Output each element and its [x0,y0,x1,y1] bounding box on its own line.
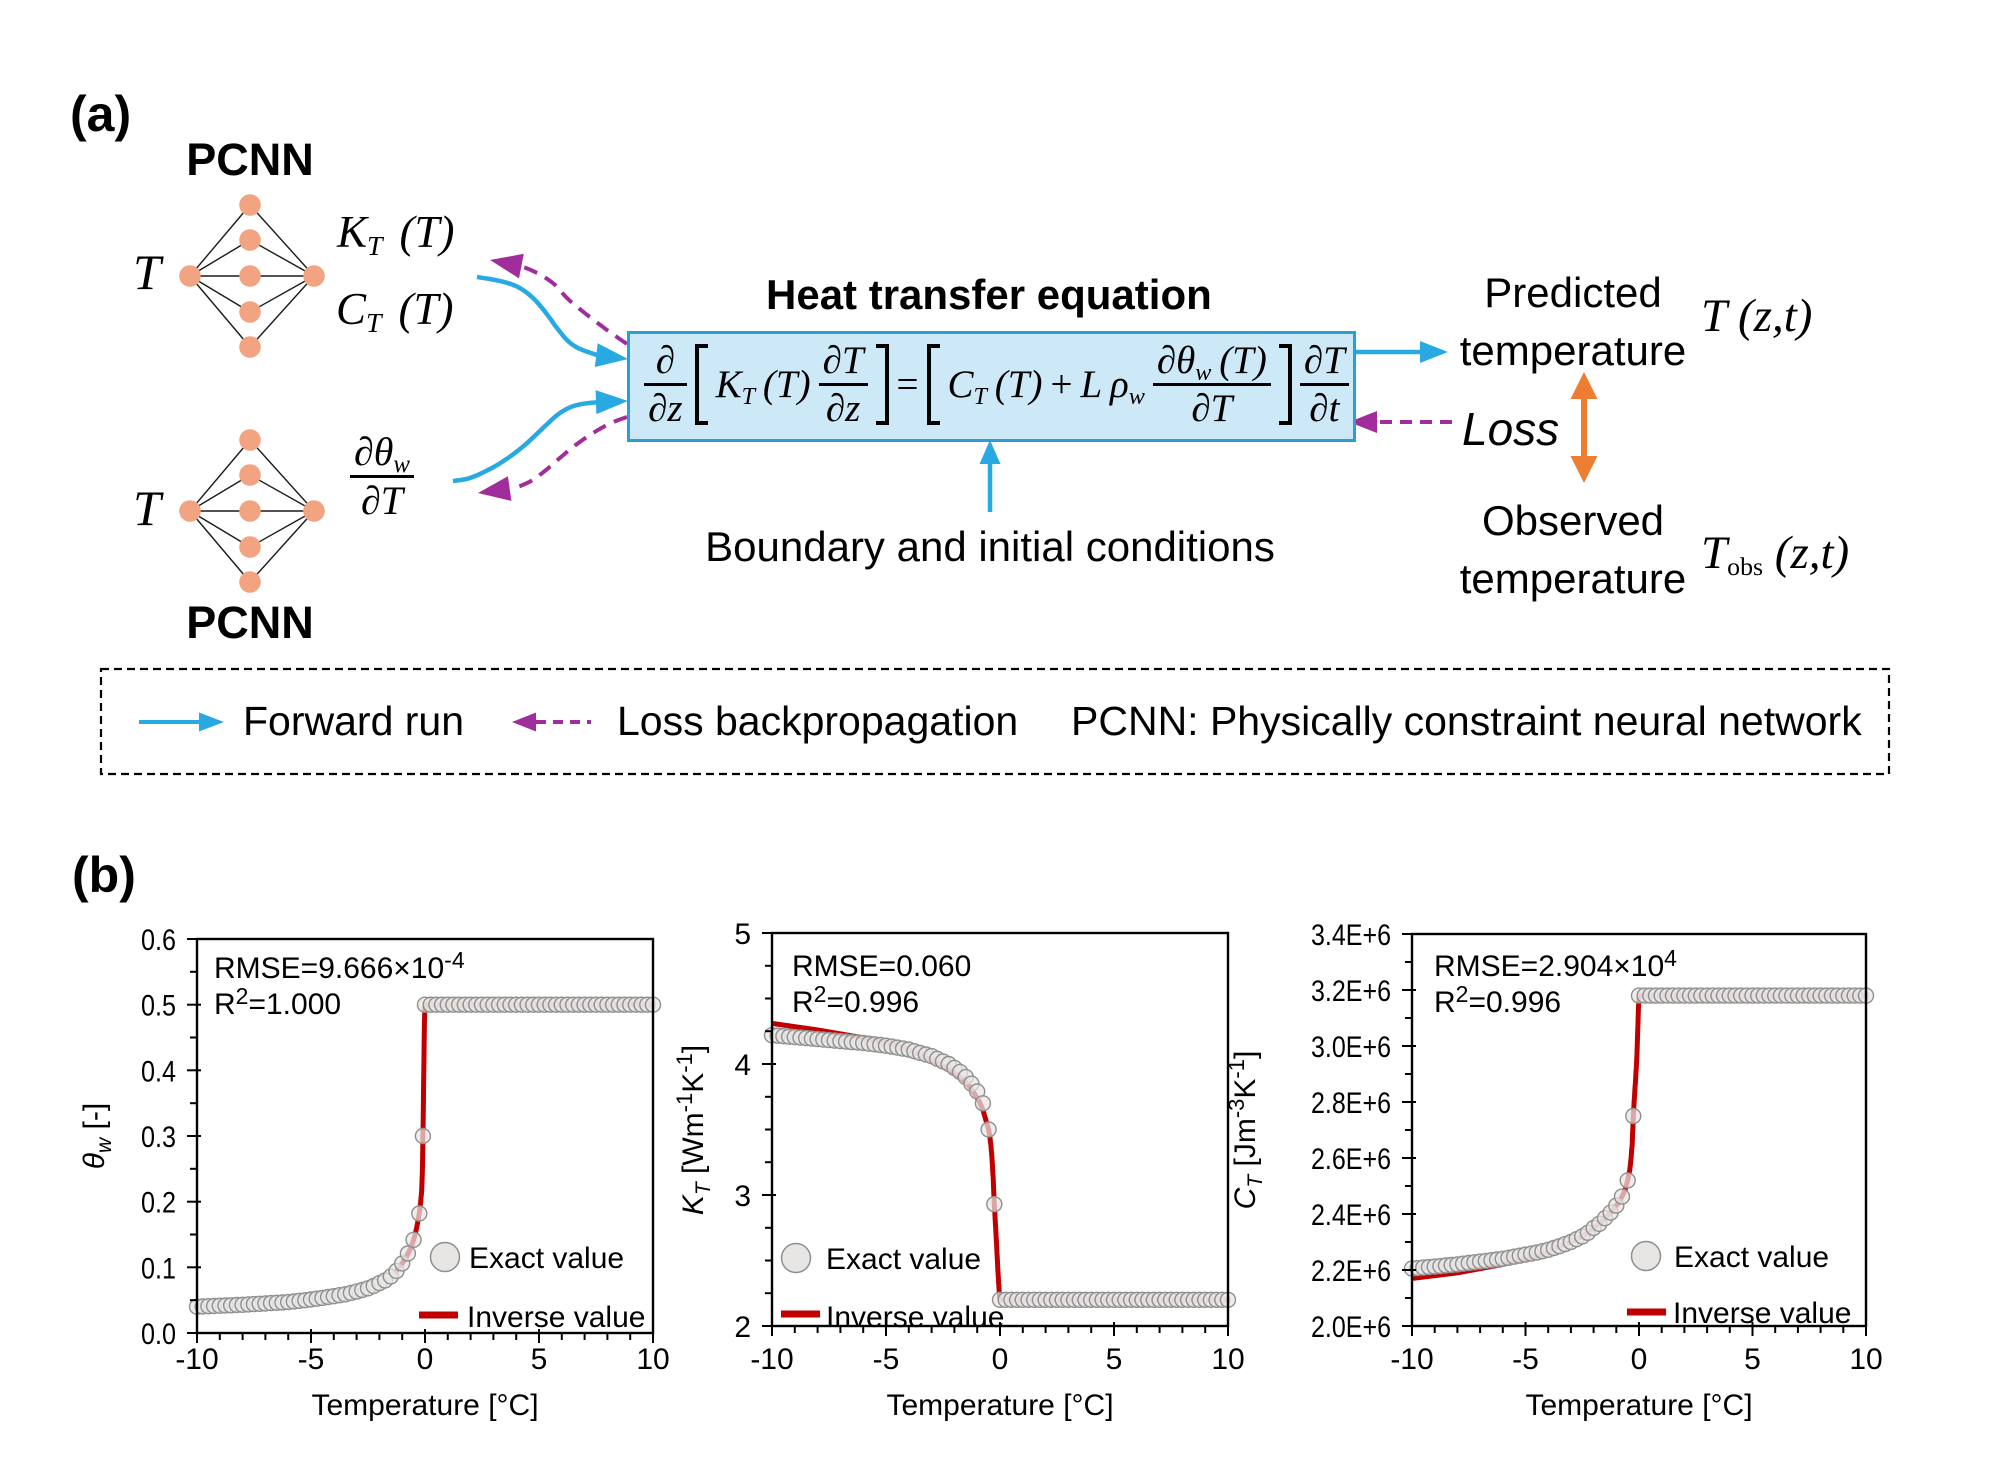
svg-text:5: 5 [1744,1343,1761,1376]
svg-text:3.2E+6: 3.2E+6 [1311,975,1391,1008]
svg-text:Exact value: Exact value [1674,1241,1829,1274]
svg-text:-5: -5 [298,1343,325,1376]
svg-text:0.0: 0.0 [141,1318,176,1351]
svg-text:0.6: 0.6 [141,924,176,957]
svg-text:-10: -10 [750,1343,793,1376]
svg-text:-5: -5 [873,1343,900,1376]
svg-text:0: 0 [417,1343,434,1376]
svg-text:RMSE=9.666×10-4: RMSE=9.666×10-4 [214,947,465,985]
svg-text:-10: -10 [1390,1343,1433,1376]
svg-text:0.4: 0.4 [141,1055,176,1088]
svg-text:3.0E+6: 3.0E+6 [1311,1031,1391,1064]
svg-text:-5: -5 [1512,1343,1539,1376]
svg-text:Temperature [°C]: Temperature [°C] [886,1389,1113,1422]
svg-text:Temperature [°C]: Temperature [°C] [1525,1389,1752,1422]
svg-text:2.4E+6: 2.4E+6 [1311,1199,1391,1232]
svg-text:Inverse value: Inverse value [1673,1297,1851,1330]
svg-text:θw [-]: θw [-] [78,1103,116,1169]
svg-text:-10: -10 [175,1343,218,1376]
svg-text:0.5: 0.5 [141,990,176,1023]
svg-text:R2=0.996: R2=0.996 [1434,981,1561,1019]
svg-text:10: 10 [1849,1343,1882,1376]
svg-text:5: 5 [734,918,751,951]
svg-text:Inverse value: Inverse value [467,1301,645,1334]
svg-text:5: 5 [1106,1343,1123,1376]
svg-text:Inverse value: Inverse value [826,1301,1004,1334]
svg-text:0.3: 0.3 [141,1121,176,1154]
svg-text:2.2E+6: 2.2E+6 [1311,1255,1391,1288]
svg-text:3: 3 [734,1180,751,1213]
svg-text:2.6E+6: 2.6E+6 [1311,1143,1391,1176]
svg-text:RMSE=2.904×104: RMSE=2.904×104 [1434,945,1677,983]
svg-text:10: 10 [636,1343,669,1376]
svg-text:0: 0 [992,1343,1009,1376]
svg-text:R2=0.996: R2=0.996 [792,981,919,1019]
svg-text:R2=1.000: R2=1.000 [214,983,341,1021]
svg-text:2.0E+6: 2.0E+6 [1311,1311,1391,1344]
svg-text:CT [Jm-3K-1]: CT [Jm-3K-1] [1224,1051,1267,1210]
svg-text:KT [Wm-1K-1]: KT [Wm-1K-1] [672,1045,715,1215]
svg-text:10: 10 [1211,1343,1244,1376]
svg-text:Exact value: Exact value [826,1243,981,1276]
svg-text:2: 2 [734,1311,751,1344]
svg-text:0.1: 0.1 [141,1252,176,1285]
svg-text:5: 5 [531,1343,548,1376]
svg-text:Temperature [°C]: Temperature [°C] [311,1389,538,1422]
svg-text:2.8E+6: 2.8E+6 [1311,1087,1391,1120]
svg-text:0.2: 0.2 [141,1187,176,1220]
svg-text:Exact value: Exact value [469,1242,624,1275]
svg-text:3.4E+6: 3.4E+6 [1311,919,1391,952]
svg-text:4: 4 [734,1049,751,1082]
svg-text:0: 0 [1631,1343,1648,1376]
svg-text:RMSE=0.060: RMSE=0.060 [792,950,971,983]
